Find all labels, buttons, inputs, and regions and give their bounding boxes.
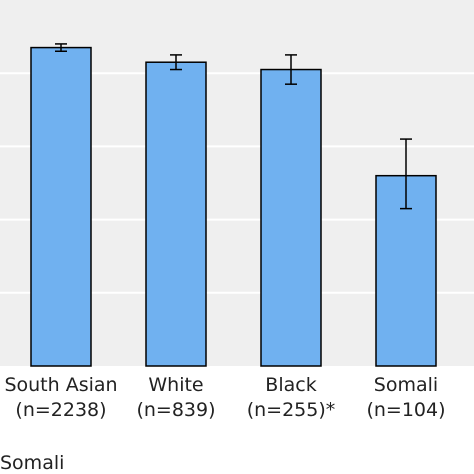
x-tick-label: (n=839) (136, 399, 215, 421)
x-tick-label: Somali (374, 374, 438, 396)
x-tick-label: (n=2238) (15, 399, 106, 421)
bar (145, 61, 207, 367)
error-bar (55, 43, 67, 52)
x-tick-label: (n=255)* (247, 399, 336, 421)
footer-label: Somali (0, 452, 64, 474)
error-bar (400, 138, 412, 210)
bar (260, 68, 322, 367)
x-tick-label: (n=104) (366, 399, 445, 421)
x-tick-labels: South Asian (n=2238) White (n=839) Black (n=2… (4, 374, 445, 421)
x-tick-label: Black (265, 374, 316, 396)
error-bars (55, 43, 412, 210)
x-tick-label: White (148, 374, 203, 396)
error-bar (170, 54, 182, 71)
error-bar (285, 54, 297, 85)
x-tick-label: South Asian (4, 374, 117, 396)
bar (30, 46, 92, 367)
bars (30, 46, 437, 367)
